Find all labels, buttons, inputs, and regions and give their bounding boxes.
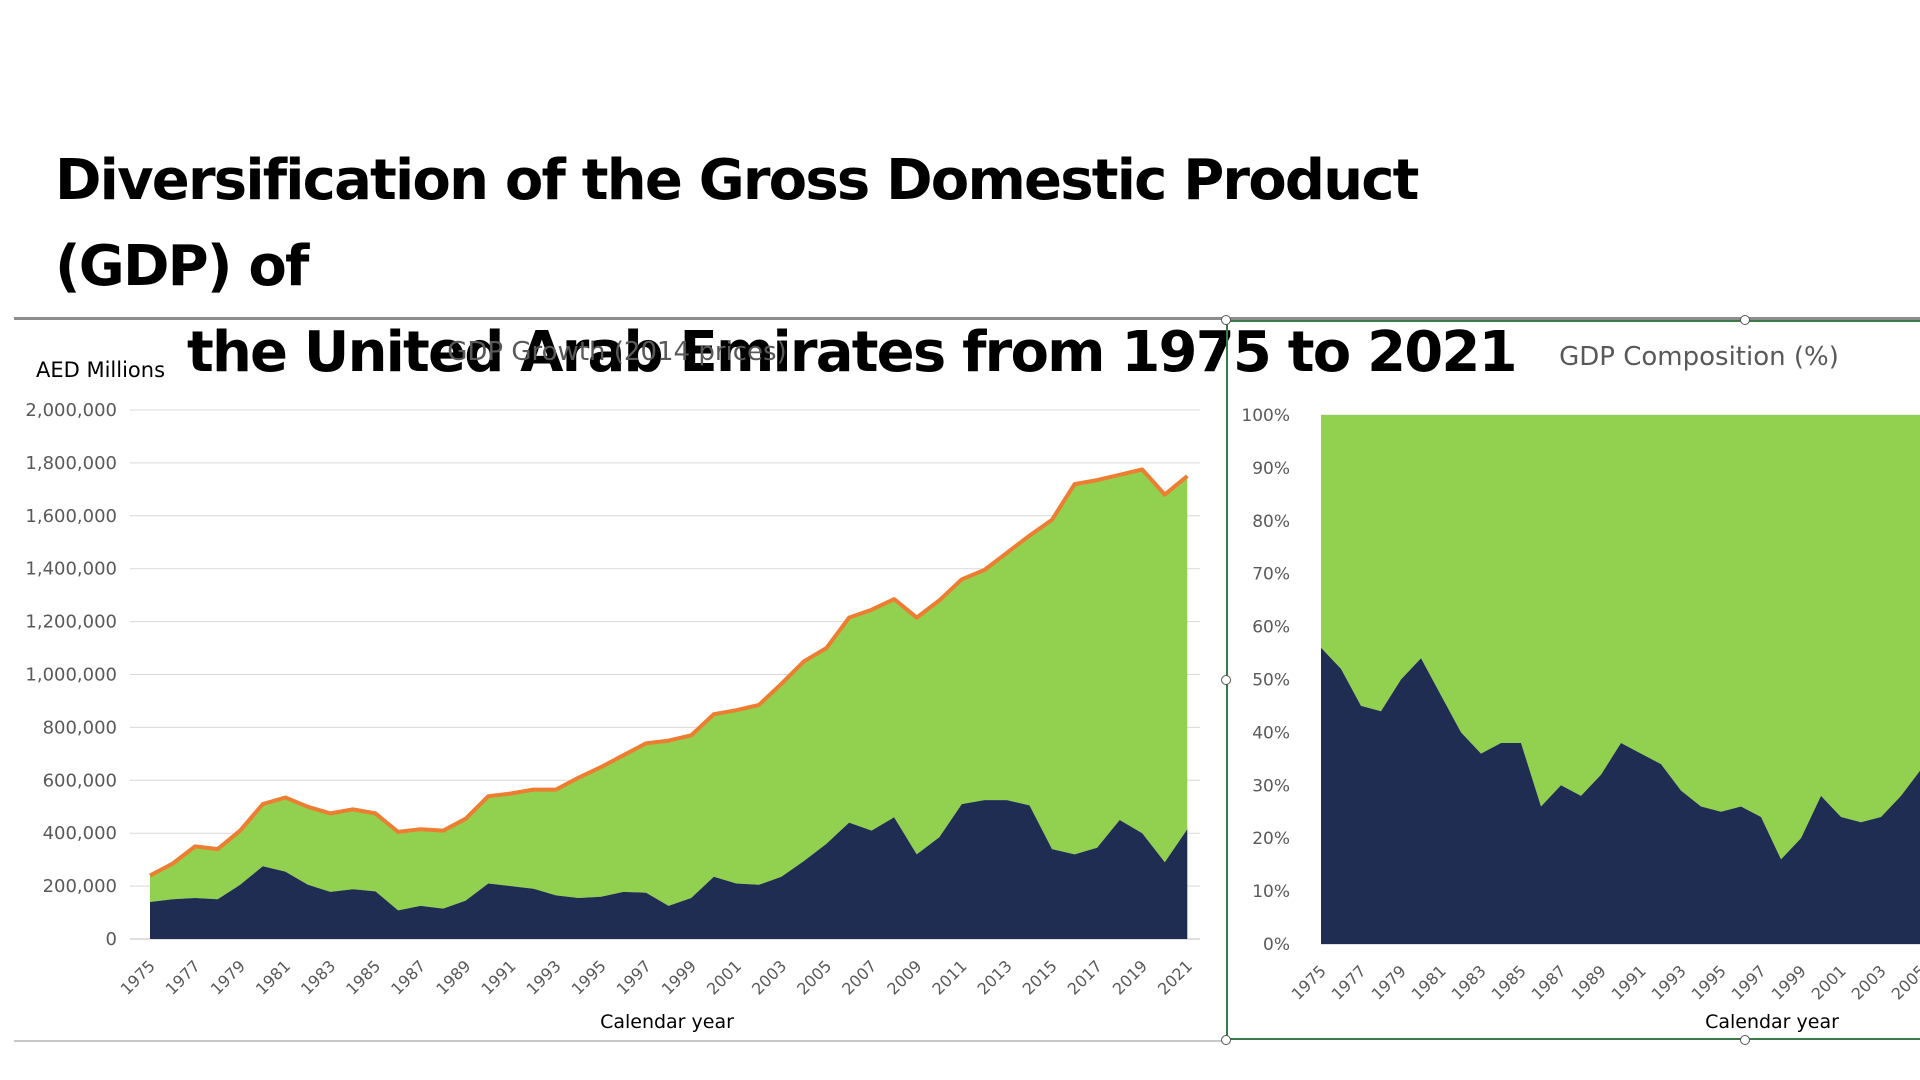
x-tick-label: 1991 [1608, 961, 1650, 1003]
x-tick-label: 1987 [1528, 961, 1570, 1003]
page-title-line-1: Diversification of the Gross Domestic Pr… [55, 148, 1419, 299]
y-tick-label: 800,000 [43, 717, 117, 738]
x-tick-label: 2015 [1019, 956, 1061, 998]
x-tick-label: 1991 [477, 956, 519, 998]
resize-handle-top-middle[interactable] [1740, 315, 1750, 325]
y-tick-label: 100% [1241, 406, 1290, 426]
y-tick-label: 70% [1252, 565, 1290, 585]
gdp-growth-areas [149, 467, 1189, 939]
gdp-growth-y-axis-label: AED Millions [36, 358, 165, 382]
page-title-line-2: the United Arab Emirates from 1975 to 20… [187, 320, 1518, 385]
y-tick-label: 10% [1252, 882, 1290, 902]
gdp-composition-y-ticks: 100% 90% 80% 70% 60% 50% 40% 30% 20% 10% 0% [1241, 406, 1290, 955]
x-tick-label: 2011 [928, 956, 970, 998]
resize-handle-bottom-middle[interactable] [1740, 1035, 1750, 1045]
x-tick-label: 1981 [252, 956, 294, 998]
x-tick-label: 1995 [568, 956, 610, 998]
gdp-growth-y-ticks: 2,000,000 1,800,000 1,600,000 1,400,000 1,20… [25, 400, 117, 950]
x-tick-label: 1993 [523, 956, 565, 998]
gdp-growth-x-ticks: 1975 1977 1979 1981 1983 1985 1987 1989 1991 1993… [117, 956, 1197, 998]
series-area-2 [150, 469, 1188, 911]
x-tick-label: 2021 [1154, 956, 1196, 998]
y-tick-label: 50% [1252, 671, 1290, 691]
y-tick-label: 200,000 [43, 876, 117, 897]
x-tick-label: 2003 [1848, 961, 1890, 1003]
y-tick-label: 30% [1252, 776, 1290, 796]
x-tick-label: 1983 [1448, 961, 1490, 1003]
resize-handle-top-left[interactable] [1221, 315, 1231, 325]
gdp-growth-chart-title: GDP Growth (2014 prices) [447, 337, 786, 367]
y-tick-label: 1,200,000 [25, 612, 117, 633]
y-tick-label: 60% [1252, 618, 1290, 638]
y-tick-label: 90% [1252, 459, 1290, 479]
x-tick-label: 1997 [613, 956, 655, 998]
x-tick-label: 2019 [1109, 956, 1151, 998]
x-tick-label: 1987 [387, 956, 429, 998]
x-tick-label: 2001 [1808, 961, 1850, 1003]
x-tick-label: 1999 [1768, 961, 1810, 1003]
y-tick-label: 0% [1263, 935, 1290, 955]
x-tick-label: 1977 [1328, 961, 1370, 1003]
x-tick-label: 1981 [1408, 961, 1450, 1003]
x-tick-label: 2005 [793, 956, 835, 998]
x-tick-label: 2017 [1064, 956, 1106, 998]
x-tick-label: 2001 [703, 956, 745, 998]
gdp-composition-x-axis-label: Calendar year [1705, 1011, 1839, 1033]
gdp-composition-areas [1321, 415, 1920, 944]
resize-handle-bottom-left[interactable] [1221, 1035, 1231, 1045]
bottom-divider [14, 1040, 1229, 1042]
x-tick-label: 1999 [658, 956, 700, 998]
x-tick-label: 1989 [432, 956, 474, 998]
x-tick-label: 1985 [342, 956, 384, 998]
top-divider [14, 317, 1920, 320]
y-tick-label: 1,000,000 [25, 665, 117, 686]
y-tick-label: 1,400,000 [25, 559, 117, 580]
y-tick-label: 1,800,000 [25, 453, 117, 474]
y-tick-label: 20% [1252, 829, 1290, 849]
series-area-1 [150, 800, 1188, 939]
x-tick-label: 2003 [748, 956, 790, 998]
x-tick-label: 1989 [1568, 961, 1610, 1003]
x-tick-label: 1975 [1288, 961, 1330, 1003]
x-tick-label: 1995 [1688, 961, 1730, 1003]
y-tick-label: 2,000,000 [25, 400, 117, 421]
y-tick-label: 80% [1252, 512, 1290, 532]
x-tick-label: 1985 [1488, 961, 1530, 1003]
x-tick-label: 1975 [117, 956, 159, 998]
series-area-1 [1321, 647, 1920, 944]
x-tick-label: 1993 [1648, 961, 1690, 1003]
x-tick-label: 1979 [1368, 961, 1410, 1003]
x-tick-label: 1983 [297, 956, 339, 998]
x-tick-label: 2007 [838, 956, 880, 998]
page-title: Diversification of the Gross Domestic Pr… [55, 138, 1555, 396]
gdp-growth-chart[interactable]: GDP Growth (2014 prices) AED Millions 2,… [0, 330, 1215, 1040]
series-area-2 [1321, 415, 1920, 860]
gdp-growth-x-axis-label: Calendar year [600, 1011, 734, 1033]
resize-handle-middle-left[interactable] [1221, 675, 1231, 685]
y-tick-label: 40% [1252, 723, 1290, 743]
y-tick-label: 1,600,000 [25, 506, 117, 527]
x-tick-label: 1977 [162, 956, 204, 998]
gdp-composition-chart-title: GDP Composition (%) [1559, 342, 1839, 372]
y-tick-label: 600,000 [43, 770, 117, 791]
series-line-3 [149, 467, 1189, 878]
x-tick-label: 1997 [1728, 961, 1770, 1003]
y-tick-label: 400,000 [43, 823, 117, 844]
gdp-composition-chart[interactable]: GDP Composition (%) 100% 90% 80% 70% 60% 50% 4… [1226, 320, 1920, 1040]
x-tick-label: 2005 [1888, 961, 1920, 1003]
x-tick-label: 2009 [883, 956, 925, 998]
x-tick-label: 2013 [974, 956, 1016, 998]
y-tick-label: 0 [106, 929, 117, 950]
x-tick-label: 1979 [207, 956, 249, 998]
gdp-composition-x-ticks: 1975197719791981198319851987198919911993… [1288, 961, 1920, 1003]
